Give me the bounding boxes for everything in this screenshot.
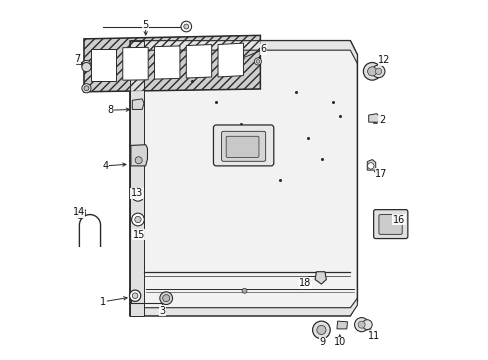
Text: 10: 10 [333, 337, 345, 347]
Polygon shape [186, 45, 211, 78]
Circle shape [131, 213, 144, 226]
Polygon shape [130, 41, 357, 64]
Text: 15: 15 [132, 230, 144, 240]
Circle shape [81, 63, 91, 72]
Circle shape [181, 21, 191, 32]
Circle shape [84, 63, 89, 67]
Text: 2: 2 [378, 115, 385, 125]
Text: 8: 8 [107, 105, 113, 115]
Polygon shape [131, 145, 147, 166]
Text: 4: 4 [102, 161, 108, 171]
Text: 7: 7 [74, 54, 80, 64]
Text: 1: 1 [100, 297, 106, 307]
Text: 6: 6 [260, 45, 266, 54]
Circle shape [367, 163, 373, 169]
Polygon shape [130, 298, 357, 316]
Polygon shape [132, 99, 143, 109]
Circle shape [354, 318, 368, 332]
Circle shape [316, 325, 325, 334]
Circle shape [362, 320, 371, 330]
Polygon shape [130, 41, 143, 316]
Circle shape [134, 191, 141, 198]
Text: 13: 13 [130, 188, 142, 198]
Circle shape [357, 321, 365, 328]
Circle shape [81, 84, 91, 93]
Polygon shape [130, 41, 357, 316]
Polygon shape [122, 48, 148, 80]
Text: 16: 16 [392, 215, 405, 225]
Circle shape [131, 189, 144, 201]
Circle shape [371, 65, 384, 78]
Circle shape [129, 290, 141, 301]
Polygon shape [154, 46, 180, 79]
Circle shape [135, 157, 142, 164]
Polygon shape [336, 321, 347, 329]
Circle shape [84, 86, 89, 91]
Circle shape [163, 294, 169, 302]
Polygon shape [84, 35, 260, 92]
Text: 11: 11 [367, 331, 380, 341]
Circle shape [242, 288, 246, 293]
Circle shape [256, 60, 259, 63]
Text: 5: 5 [142, 20, 148, 30]
Circle shape [254, 58, 261, 65]
Circle shape [183, 24, 188, 29]
Circle shape [375, 68, 381, 75]
Text: 3: 3 [159, 306, 165, 315]
Circle shape [75, 208, 85, 219]
Text: 12: 12 [377, 55, 389, 65]
Circle shape [367, 67, 376, 76]
Text: 9: 9 [318, 337, 325, 347]
FancyBboxPatch shape [213, 125, 273, 166]
Circle shape [312, 321, 329, 339]
Circle shape [81, 60, 91, 69]
Circle shape [132, 293, 138, 298]
Polygon shape [314, 272, 325, 284]
Polygon shape [218, 43, 243, 77]
Polygon shape [366, 159, 375, 170]
Text: 17: 17 [374, 168, 387, 179]
Text: 18: 18 [299, 278, 311, 288]
Polygon shape [368, 114, 379, 122]
Text: 14: 14 [72, 207, 84, 217]
FancyBboxPatch shape [221, 131, 265, 161]
Polygon shape [91, 49, 116, 81]
Circle shape [160, 292, 172, 305]
FancyBboxPatch shape [225, 136, 259, 157]
FancyBboxPatch shape [373, 210, 407, 239]
Circle shape [363, 63, 380, 80]
Circle shape [135, 216, 141, 223]
FancyBboxPatch shape [378, 215, 401, 234]
